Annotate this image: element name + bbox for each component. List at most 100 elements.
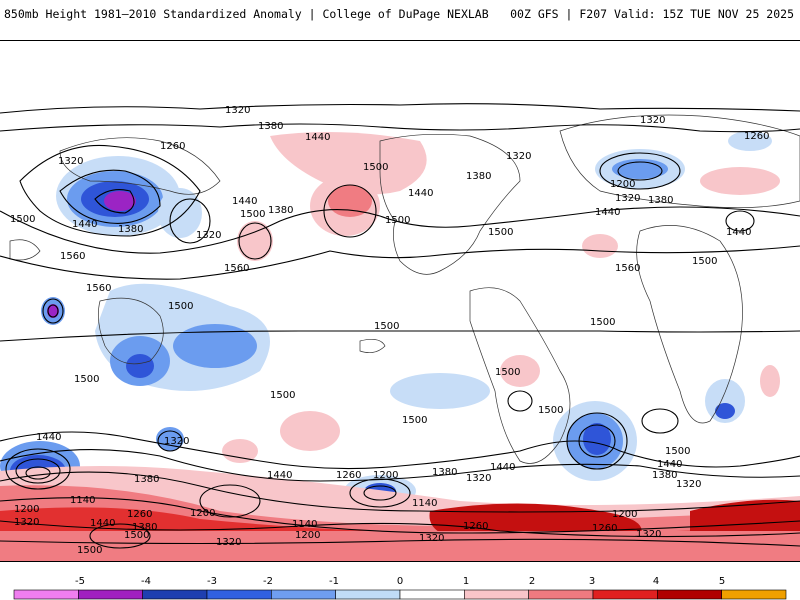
colorbar-segment <box>13 589 79 600</box>
contour-label-1200-b: 1200 <box>612 509 637 520</box>
contour-label-1560-b: 1560 <box>60 251 85 262</box>
contour-label-1380-b: 1380 <box>118 224 143 235</box>
colorbar-tick: 2 <box>528 576 536 587</box>
contour-label-1200-a: 1200 <box>610 179 635 190</box>
contour-label-1260-b: 1260 <box>744 131 769 142</box>
contour-label-1500-f: 1500 <box>74 374 99 385</box>
contour-label-1380-k: 1380 <box>503 560 528 561</box>
contour-label-1320-d: 1320 <box>506 151 531 162</box>
colorbar-segment <box>528 589 594 600</box>
contour-label-1440-d: 1440 <box>408 188 433 199</box>
contour-label-1320-b: 1320 <box>58 156 83 167</box>
contour-label-1260-e: 1260 <box>336 470 361 481</box>
contour-label-1440-h: 1440 <box>36 432 61 443</box>
contour-label-1140-c: 1140 <box>292 519 317 530</box>
contour-label-1500-i: 1500 <box>385 215 410 226</box>
contour-label-1320-a: 1320 <box>225 105 250 116</box>
contour-label-1320-k: 1320 <box>466 473 491 484</box>
colorbar-tick: 5 <box>718 576 726 587</box>
contour-label-1380-f: 1380 <box>652 470 677 481</box>
colorbar-segment <box>399 589 465 600</box>
contour-label-1200-e: 1200 <box>373 470 398 481</box>
contour-label-1380-a: 1380 <box>258 121 283 132</box>
contour-label-1440-g: 1440 <box>657 459 682 470</box>
contour-label-1500-p: 1500 <box>124 530 149 541</box>
contour-label-1560-c: 1560 <box>86 283 111 294</box>
contour-label-1380-e: 1380 <box>648 195 673 206</box>
contour-label-1560-d: 1560 <box>615 263 640 274</box>
contour-label-1320-m: 1320 <box>216 537 241 548</box>
negative-anomalies <box>0 131 772 507</box>
contour-label-1500-j: 1500 <box>488 227 513 238</box>
colorbar-segment <box>464 589 529 600</box>
contour-label-1440-e: 1440 <box>595 207 620 218</box>
contour-label-1500-a: 1500 <box>363 162 388 173</box>
coastlines <box>9 114 800 464</box>
contour-label-1320-e: 1320 <box>640 115 665 126</box>
colorbar-tick: -2 <box>263 576 273 587</box>
contour-label-1500-g: 1500 <box>270 390 295 401</box>
contour-label-1260-d: 1260 <box>127 509 152 520</box>
contour-label-1380-c: 1380 <box>268 205 293 216</box>
contour-label-1320-f: 1320 <box>615 193 640 204</box>
contour-label-1140-a: 1140 <box>70 495 95 506</box>
colorbar-tick: 1 <box>462 576 470 587</box>
colorbar-segment <box>592 589 658 600</box>
colorbar-tick: -4 <box>141 576 151 587</box>
contour-label-1440-j: 1440 <box>267 470 292 481</box>
contour-label-1440-i: 1440 <box>90 518 115 529</box>
contour-label-1380-i: 1380 <box>432 467 457 478</box>
colorbar-tick: 0 <box>396 576 404 587</box>
colorbar: -5 -4 -3 -2 -1 0 1 2 3 4 5 <box>0 570 800 600</box>
contour-label-1500-k: 1500 <box>692 256 717 267</box>
contour-label-1380-d: 1380 <box>466 171 491 182</box>
contour-label-1500-l: 1500 <box>590 317 615 328</box>
contour-label-1320-g: 1320 <box>676 479 701 490</box>
contour-label-1440-b: 1440 <box>72 219 97 230</box>
header: 850mb Height 1981–2010 Standardized Anom… <box>0 0 800 30</box>
colorbar-segment <box>271 589 336 600</box>
anomaly-map: 1320 1380 1440 1500 1320 1260 1500 1440 … <box>0 103 800 561</box>
contour-label-1320-l: 1320 <box>419 533 444 544</box>
contour-label-1140-b: 1140 <box>412 498 437 509</box>
colorbar-segment <box>142 589 208 600</box>
colorbar-graphic <box>13 589 787 600</box>
map-title: 850mb Height 1981–2010 Standardized Anom… <box>4 7 489 21</box>
colorbar-segment <box>721 589 787 600</box>
contour-label-1260-a: 1260 <box>160 141 185 152</box>
contour-label-1380-g: 1380 <box>134 474 159 485</box>
colorbar-segment <box>657 589 722 600</box>
colorbar-tick: -1 <box>329 576 339 587</box>
contour-label-1500-h: 1500 <box>402 415 427 426</box>
contour-label-1380-j: 1380 <box>323 560 348 561</box>
contour-label-1320-c: 1320 <box>196 230 221 241</box>
contour-label-1440-c: 1440 <box>232 196 257 207</box>
height-contours <box>0 103 800 549</box>
colorbar-tick: 4 <box>652 576 660 587</box>
contour-label-1440-a: 1440 <box>305 132 330 143</box>
contour-label-1560-a: 1560 <box>224 263 249 274</box>
colorbar-segment <box>335 589 401 600</box>
colorbar-tick: -3 <box>207 576 217 587</box>
map-panel[interactable]: 1320 1380 1440 1500 1320 1260 1500 1440 … <box>0 40 800 562</box>
contour-label-1320-j: 1320 <box>164 436 189 447</box>
model-run-info: 00Z GFS | F207 Valid: 15Z TUE NOV 25 202… <box>510 7 794 21</box>
contour-label-1200-f: 1200 <box>295 530 320 541</box>
contour-label-1500-q: 1500 <box>77 545 102 556</box>
colorbar-tick: -5 <box>75 576 85 587</box>
contour-label-1320-h: 1320 <box>636 529 661 540</box>
contour-label-1500-n: 1500 <box>538 405 563 416</box>
contour-labels: 1320 1380 1440 1500 1320 1260 1500 1440 … <box>10 105 769 561</box>
colorbar-tick: 3 <box>588 576 596 587</box>
positive-anomalies <box>0 132 800 561</box>
contour-label-1500-b: 1500 <box>10 214 35 225</box>
contour-label-1500-e: 1500 <box>374 321 399 332</box>
colorbar-segment <box>78 589 143 600</box>
contour-label-1200-d: 1200 <box>190 508 215 519</box>
contour-label-1500-o: 1500 <box>665 446 690 457</box>
contour-label-1260-c: 1260 <box>592 523 617 534</box>
contour-label-1500-m: 1500 <box>495 367 520 378</box>
contour-label-1500-d: 1500 <box>168 301 193 312</box>
contour-label-1500-c: 1500 <box>240 209 265 220</box>
contour-label-1200-c: 1200 <box>14 504 39 515</box>
